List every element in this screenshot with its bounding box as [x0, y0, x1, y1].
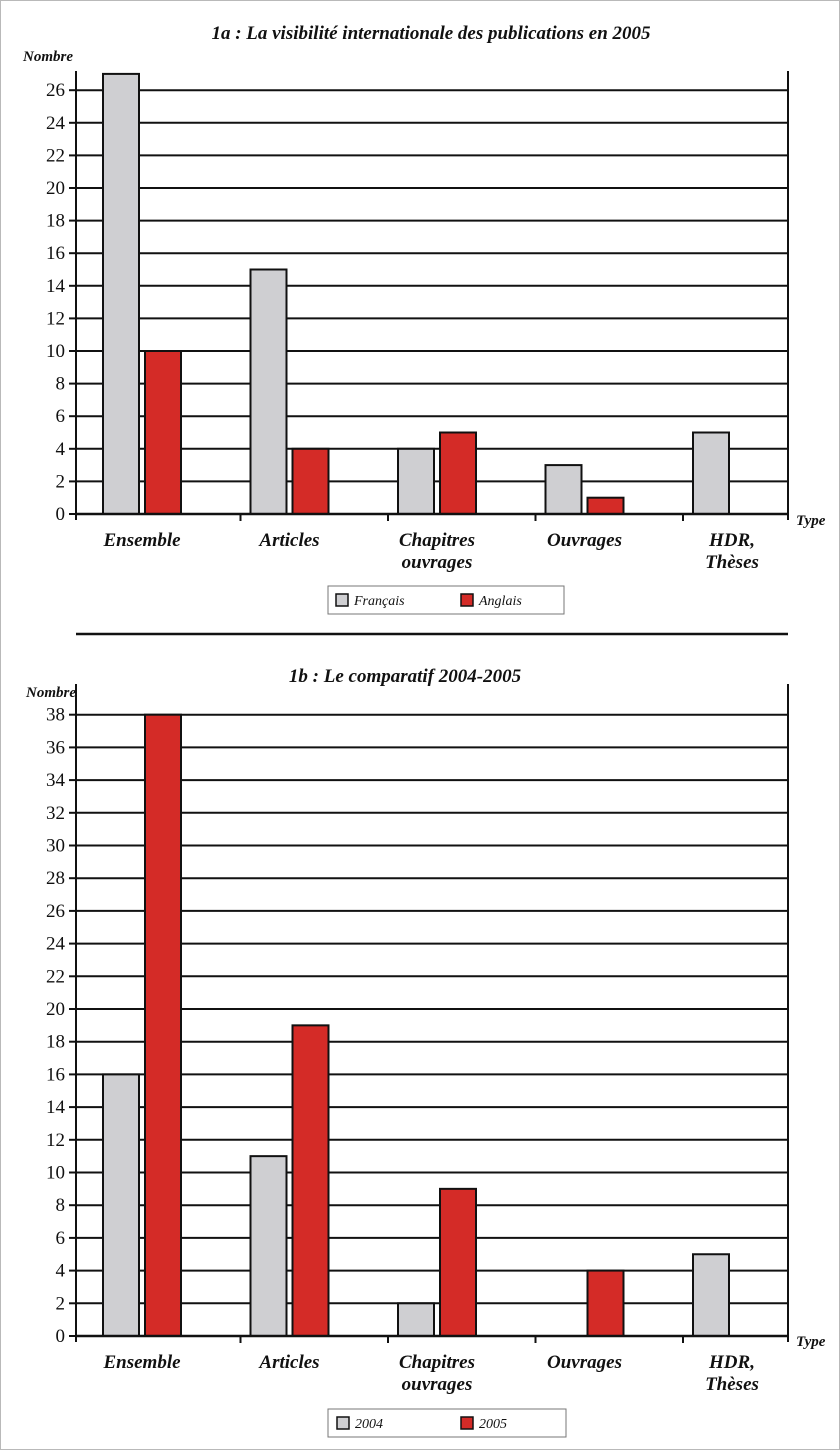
category-label: Articles: [258, 1352, 319, 1373]
bar-fran-ais: [544, 464, 583, 516]
legend-swatch: [460, 1416, 474, 1430]
y-tick-label: 0: [56, 504, 66, 525]
bar-2004: [692, 1253, 730, 1337]
bar-2004: [249, 1155, 288, 1338]
category-label: Thèses: [705, 1374, 759, 1395]
category-label: Ensemble: [102, 530, 181, 551]
legend-label: 2005: [479, 1417, 507, 1432]
legend-label: 2004: [355, 1417, 383, 1432]
y-tick-label: 2: [56, 471, 66, 492]
y-tick-label: 28: [46, 868, 65, 889]
bar-fran-ais: [397, 447, 435, 515]
y-tick-label: 36: [46, 737, 65, 758]
y-tick-label: 10: [46, 341, 65, 362]
y-tick-label: 6: [56, 1228, 66, 1249]
bar-2004: [102, 1073, 140, 1338]
y-tick-label: 18: [46, 1032, 65, 1053]
legend: Français Anglais: [327, 585, 565, 615]
bar-fran-ais: [692, 431, 730, 515]
y-tick-label: 24: [46, 934, 66, 955]
bar-anglais: [144, 350, 182, 515]
y-tick-label: 16: [46, 1064, 65, 1085]
y-axis-label: Nombre: [22, 49, 73, 65]
legend: 2004 2005: [327, 1408, 567, 1438]
bar-anglais: [586, 496, 625, 516]
y-tick-label: 26: [46, 80, 65, 101]
bar-fran-ais: [102, 72, 140, 516]
chart-title: 1b : Le comparatif 2004-2005: [289, 666, 522, 687]
y-tick-label: 38: [46, 705, 65, 726]
y-tick-label: 8: [56, 1195, 66, 1216]
y-tick-label: 14: [46, 276, 66, 297]
y-tick-label: 2: [56, 1293, 66, 1314]
bar-anglais: [291, 447, 330, 515]
category-label: ouvrages: [402, 1374, 473, 1395]
legend-label: Anglais: [478, 594, 522, 609]
legend-label: Français: [353, 594, 405, 609]
category-label: HDR,: [708, 530, 755, 551]
y-tick-label: 10: [46, 1163, 65, 1184]
y-tick-label: 34: [46, 770, 66, 791]
y-tick-label: 18: [46, 211, 65, 232]
category-label: Chapitres: [399, 1352, 475, 1373]
legend-box: [327, 1408, 567, 1438]
category-label: Ensemble: [102, 1352, 181, 1373]
chart-1b: 02468101214161820222426283032343638Ensem…: [25, 666, 826, 1438]
y-tick-label: 20: [46, 178, 65, 199]
x-axis-label: Type: [796, 513, 826, 529]
category-label: Articles: [258, 530, 319, 551]
y-tick-label: 26: [46, 901, 65, 922]
y-tick-label: 30: [46, 836, 65, 857]
category-label: Chapitres: [399, 530, 475, 551]
y-tick-label: 4: [56, 1261, 66, 1282]
y-tick-label: 4: [56, 439, 66, 460]
legend-swatch: [460, 593, 474, 607]
category-label: Ouvrages: [547, 530, 622, 551]
y-tick-label: 14: [46, 1097, 66, 1118]
category-label: HDR,: [708, 1352, 755, 1373]
y-tick-label: 12: [46, 1130, 65, 1151]
chart-title: 1a : La visibilité internationale des pu…: [211, 23, 651, 44]
y-tick-label: 12: [46, 308, 65, 329]
category-label: Thèses: [705, 552, 759, 573]
bar-anglais: [439, 431, 477, 515]
y-tick-label: 16: [46, 243, 65, 264]
category-label: ouvrages: [402, 552, 473, 573]
y-tick-label: 0: [56, 1326, 66, 1347]
y-axis-label: Nombre: [25, 685, 76, 701]
bar-2005: [144, 713, 182, 1337]
legend-swatch: [335, 593, 349, 607]
bar-2005: [439, 1187, 477, 1337]
bar-fran-ais: [249, 268, 288, 515]
y-tick-label: 22: [46, 145, 65, 166]
y-tick-label: 20: [46, 999, 65, 1020]
bar-2005: [291, 1024, 330, 1337]
y-tick-label: 22: [46, 966, 65, 987]
bar-2005: [586, 1269, 625, 1337]
y-tick-label: 8: [56, 374, 66, 395]
category-label: Ouvrages: [547, 1352, 622, 1373]
x-axis-label: Type: [796, 1334, 826, 1350]
y-tick-label: 32: [46, 803, 65, 824]
legend-swatch: [336, 1416, 350, 1430]
y-tick-label: 6: [56, 406, 66, 427]
legend-box: [327, 585, 565, 615]
bar-2004: [397, 1302, 435, 1338]
y-tick-label: 24: [46, 113, 66, 134]
